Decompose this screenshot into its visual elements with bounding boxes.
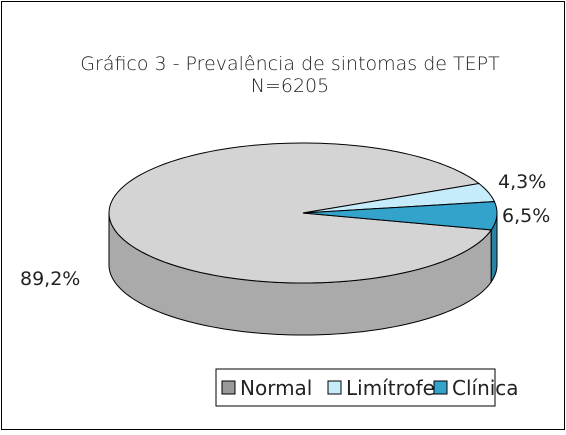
legend-swatch <box>221 380 236 395</box>
slice <box>302 183 496 214</box>
legend-swatch <box>433 380 448 395</box>
legend-swatch <box>327 380 342 395</box>
data-label: 4,3% <box>498 171 546 193</box>
legend-box <box>215 368 496 407</box>
data-label: 6,5% <box>502 205 550 227</box>
legend-label: Normal <box>240 376 312 400</box>
legend-label: Clínica <box>452 376 519 400</box>
data-label: 89,2% <box>20 268 80 290</box>
chart-subtitle: N=6205 <box>251 75 330 97</box>
slice <box>108 142 493 284</box>
chart-title: Gráfico 3 - Prevalência de sintomas de T… <box>80 53 500 75</box>
legend-label: Limítrofe <box>346 376 435 400</box>
slice <box>302 201 498 231</box>
